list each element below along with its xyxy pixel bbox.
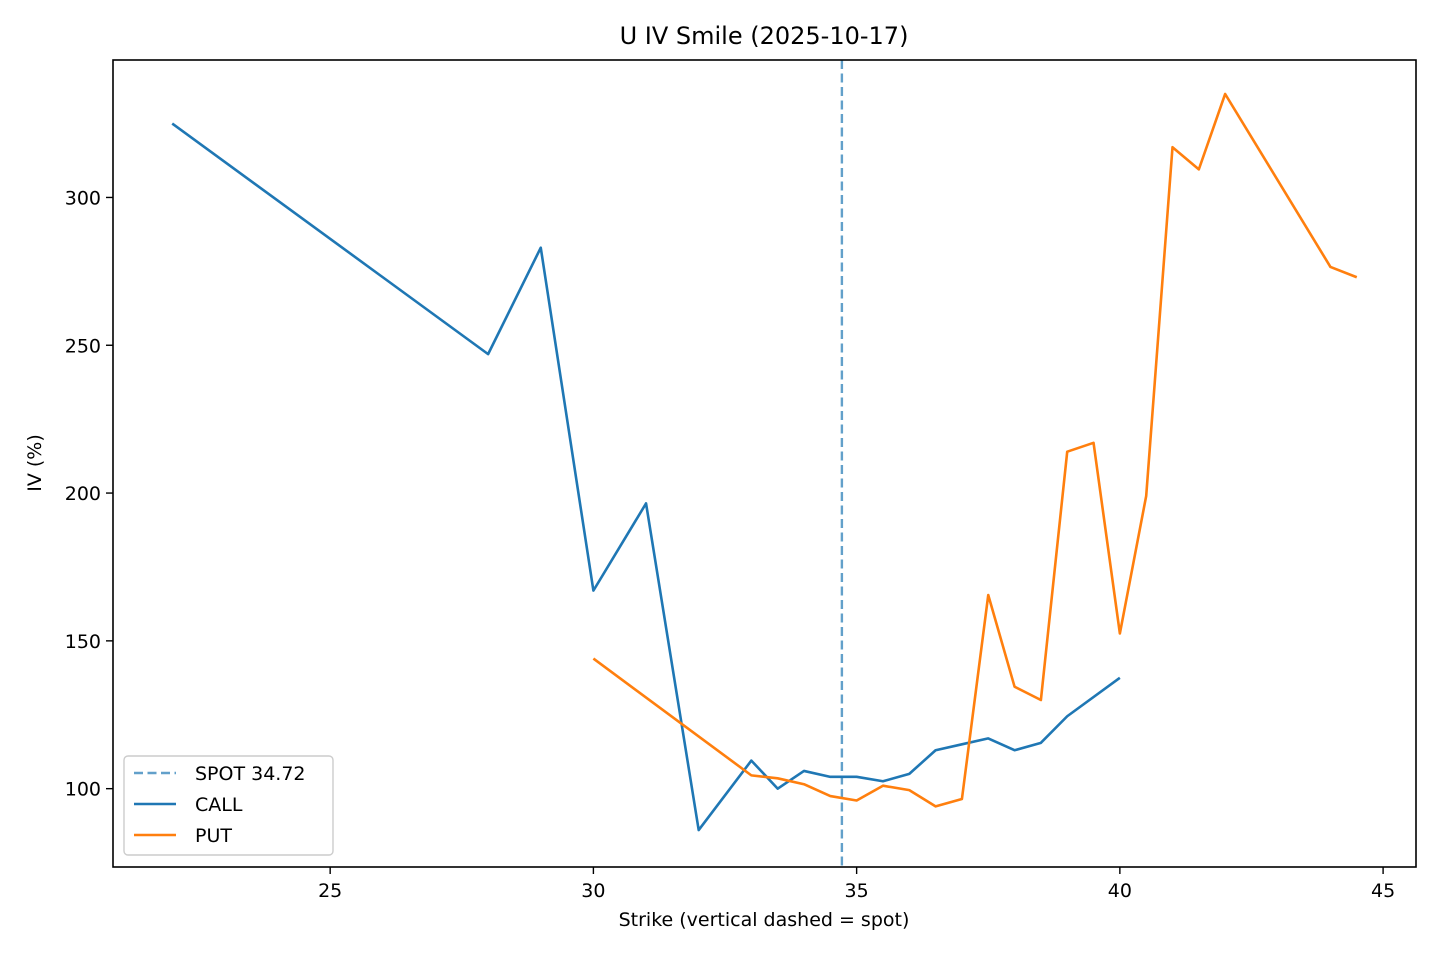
legend-call-label: CALL bbox=[195, 794, 243, 816]
y-axis-label: IV (%) bbox=[24, 434, 46, 492]
legend-put-label: PUT bbox=[195, 825, 232, 847]
legend-box bbox=[123, 755, 334, 856]
x-axis: 25 30 35 40 45 bbox=[318, 867, 1395, 902]
chart-title: U IV Smile (2025-10-17) bbox=[620, 22, 909, 50]
plot-frame bbox=[112, 59, 1417, 868]
x-tick-label: 30 bbox=[581, 880, 605, 902]
plot-area bbox=[171, 60, 1358, 867]
x-tick-label: 25 bbox=[318, 880, 342, 902]
series-line-call bbox=[171, 122, 1121, 832]
legend: SPOT 34.72 CALL PUT bbox=[123, 755, 334, 856]
y-tick-label: 200 bbox=[65, 483, 101, 505]
legend-spot-label: SPOT 34.72 bbox=[195, 763, 306, 785]
y-tick-label: 250 bbox=[65, 335, 101, 357]
series-line-put bbox=[592, 92, 1358, 808]
y-tick-label: 150 bbox=[65, 631, 101, 653]
x-tick-label: 40 bbox=[1108, 880, 1132, 902]
x-tick-label: 35 bbox=[845, 880, 869, 902]
x-axis-label: Strike (vertical dashed = spot) bbox=[619, 909, 910, 931]
y-tick-label: 100 bbox=[65, 779, 101, 801]
x-tick-label: 45 bbox=[1371, 880, 1395, 902]
y-tick-label: 300 bbox=[65, 187, 101, 209]
y-axis: 100 150 200 250 300 bbox=[65, 187, 113, 801]
